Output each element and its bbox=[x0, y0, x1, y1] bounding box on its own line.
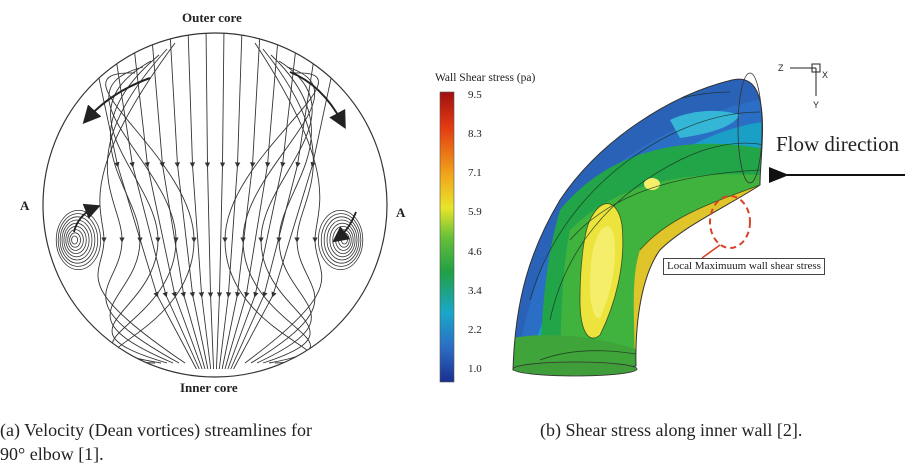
caption-a: (a) Velocity (Dean vortices) streamlines… bbox=[0, 418, 312, 466]
streamline bbox=[218, 35, 243, 370]
left-vortex-arrow bbox=[73, 203, 101, 233]
right-swirl-arrow bbox=[289, 71, 346, 130]
section-label-right: A bbox=[396, 205, 406, 220]
colorbar-tick-label: 7.1 bbox=[468, 167, 482, 180]
streamline bbox=[250, 48, 316, 364]
local-max-marker bbox=[709, 195, 751, 249]
streamline bbox=[108, 66, 179, 364]
vortex-ring bbox=[340, 235, 348, 245]
streamline bbox=[233, 77, 332, 370]
streamline bbox=[244, 42, 323, 364]
left-swirl-arrow bbox=[82, 77, 151, 124]
colorbar-tick-label: 4.6 bbox=[468, 245, 482, 258]
streamline bbox=[97, 42, 186, 364]
streamline bbox=[187, 35, 212, 370]
right-vortex-arrow bbox=[332, 211, 357, 243]
elbow-outlet bbox=[512, 361, 638, 377]
vortex-ring bbox=[57, 213, 99, 267]
local-max-annotation: Local Maximuum wall shear stress bbox=[663, 258, 825, 275]
vortex-ring bbox=[69, 232, 81, 248]
streamline bbox=[110, 60, 168, 364]
caption-b: (b) Shear stress along inner wall [2]. bbox=[540, 420, 803, 440]
vortex-ring bbox=[329, 222, 356, 258]
streamline bbox=[204, 33, 215, 370]
vortex-ring bbox=[317, 209, 364, 270]
colorbar-title: Wall Shear stress (pa) bbox=[435, 72, 536, 84]
vortex-ring bbox=[61, 219, 93, 261]
colorbar-tick-label: 2.2 bbox=[468, 323, 482, 336]
inner-core-label: Inner core bbox=[180, 380, 238, 395]
outer-core-label: Outer core bbox=[182, 10, 242, 25]
caption-a-line1: (a) Velocity (Dean vortices) streamlines… bbox=[0, 420, 313, 440]
elbow-inlet bbox=[737, 72, 763, 184]
colorbar-tick-label: 8.3 bbox=[468, 128, 482, 141]
panel-a-streamlines: Outer core Inner core A A bbox=[0, 0, 460, 400]
axis-y-label: Y bbox=[813, 100, 820, 110]
streamline bbox=[215, 33, 226, 370]
colorbar-tick-label: 9.5 bbox=[468, 89, 482, 101]
elbow-contour-plot bbox=[439, 63, 905, 383]
axis-z-label: Z bbox=[778, 63, 784, 73]
panel-b-shear-stress: Wall Shear stress (pa) 9.5 8.3 7.1 5.9 4.6 3.… bbox=[430, 0, 921, 400]
vortex-ring bbox=[67, 229, 84, 251]
streamline bbox=[152, 44, 206, 370]
axis-x-label: X bbox=[822, 70, 829, 80]
vortex-ring bbox=[320, 213, 362, 267]
vortex-ring bbox=[323, 216, 360, 264]
streamline bbox=[258, 60, 313, 364]
vortex-ring bbox=[55, 209, 102, 270]
streamline bbox=[224, 44, 278, 370]
vortex-ring bbox=[71, 235, 78, 245]
axis-triad-icon bbox=[790, 63, 821, 96]
colorbar-tick-label: 5.9 bbox=[468, 206, 482, 219]
streamline bbox=[221, 38, 261, 370]
streamline bbox=[169, 38, 209, 370]
pipe-cross-section bbox=[42, 32, 388, 378]
flow-direction-label: Flow direction bbox=[776, 132, 900, 156]
caption-a-line2: 90° elbow [1]. bbox=[0, 444, 104, 464]
colorbar-tick-label: 1.0 bbox=[468, 363, 482, 375]
streamline-diagram bbox=[42, 32, 388, 378]
streamline bbox=[109, 54, 174, 364]
streamline bbox=[240, 66, 315, 364]
vortex-ring bbox=[326, 219, 358, 261]
colorbar bbox=[439, 91, 455, 383]
colorbar-tick-label: 3.4 bbox=[468, 284, 482, 297]
vortex-ring bbox=[59, 216, 96, 264]
streamline bbox=[105, 72, 197, 364]
section-label-left: A bbox=[20, 198, 30, 213]
